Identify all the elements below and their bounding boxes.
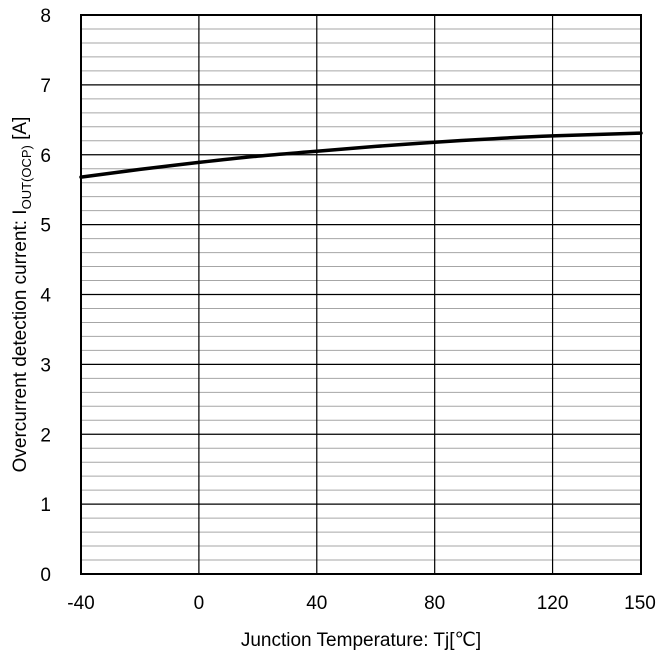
y-axis-label: Overcurrent detection current: IOUT(OCP)… xyxy=(10,117,34,473)
y-axis-label-main: Overcurrent detection current: I xyxy=(10,209,31,472)
y-tick-label: 3 xyxy=(40,355,51,376)
y-tick-label: 8 xyxy=(40,6,51,27)
series-line xyxy=(79,131,643,179)
y-tick-label: 7 xyxy=(40,76,51,97)
y-tick-label: 2 xyxy=(40,425,51,446)
x-tick-label: 120 xyxy=(537,593,569,614)
y-tick-label: 6 xyxy=(40,146,51,167)
series-layer xyxy=(79,131,643,179)
minor-grid xyxy=(81,28,641,561)
y-tick-labels: 0 1 2 3 4 5 6 7 8 xyxy=(40,6,51,586)
x-tick-label: 150 xyxy=(624,593,656,614)
y-tick-label: 5 xyxy=(40,216,51,237)
x-tick-labels: -40 0 40 80 120 150 xyxy=(67,593,656,614)
y-tick-label: 0 xyxy=(40,565,51,586)
x-tick-label: 40 xyxy=(306,593,327,614)
x-axis-label: Junction Temperature: Tj[℃] xyxy=(241,630,481,651)
y-tick-label: 1 xyxy=(40,495,51,516)
x-tick-label: 0 xyxy=(194,593,205,614)
y-axis-label-unit: [A] xyxy=(10,117,31,146)
x-tick-label: -40 xyxy=(67,593,94,614)
y-axis-label-subscript: OUT(OCP) xyxy=(19,145,34,209)
x-tick-label: 80 xyxy=(424,593,445,614)
plot-area-frame xyxy=(80,14,642,575)
y-tick-label: 4 xyxy=(40,286,51,307)
